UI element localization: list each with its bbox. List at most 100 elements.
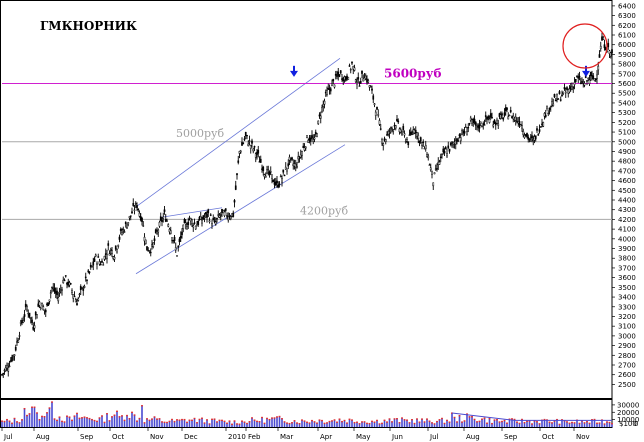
volume-cap [261,416,263,419]
volume-cap [61,420,63,423]
volume-cap [311,419,313,422]
price-tick-label: 6000 [618,41,636,49]
price-tick-label: 2900 [618,342,636,350]
candle-body [123,231,126,233]
price-tick-label: 5700 [618,70,636,78]
candle-body [227,216,230,221]
candle-body [282,169,285,173]
volume-cap [138,417,141,420]
candle-body [463,131,466,134]
candle-body [488,118,491,123]
candle-body [118,236,121,240]
price-tick-label: 5800 [618,61,636,69]
candle-body [582,81,585,84]
candle-body [29,317,32,319]
volume-cap [131,411,133,414]
volume-cap [488,417,491,420]
volume-tick-label: 30000 [617,401,639,409]
candle-body [101,260,103,263]
candle-body [88,271,91,273]
volume-cap [73,415,76,417]
candle-body [497,123,500,126]
candle-body [581,81,583,83]
candle-body [384,139,387,142]
candle-body [239,150,242,153]
candle-body [26,306,28,311]
candle-body [371,88,373,91]
price-tick-label: 6400 [618,2,636,10]
volume-cap [508,418,511,420]
price-tick-label: 2700 [618,362,636,370]
price-tick-label: 4800 [618,158,636,166]
candle-body [318,114,321,117]
candle-body [596,74,598,79]
candle-body [214,221,217,225]
volume-cap [603,423,606,425]
volume-cap [333,419,336,421]
candle-body [201,219,203,224]
volume-cap [253,419,256,421]
candle-body [236,173,238,176]
candle-body [42,306,45,311]
volume-cap [591,419,593,421]
candle-body [597,65,600,71]
candle-body [386,134,388,136]
candle-body [522,130,525,136]
candle-body [443,150,446,154]
candle-body [83,286,86,288]
volume-cap [463,420,466,422]
candle-body [467,126,470,129]
candle-body [17,339,20,343]
volume-cap [121,415,123,417]
candle-body [103,255,106,260]
price-tick-label: 6200 [618,22,636,30]
candle-body [93,258,96,262]
x-tick-label: Aug [36,433,50,441]
candle-body [223,211,226,216]
candle-body [96,262,98,265]
candle-body [61,289,63,291]
volume-cap [301,419,303,421]
candle-body [554,99,557,102]
candle-body [244,131,247,136]
price-tick-label: 4500 [618,187,636,195]
candle-body [254,153,257,158]
candle-body [544,114,547,117]
volume-cap [596,422,598,424]
price-tick-label: 3300 [618,303,636,311]
candle-body [218,215,221,218]
candle-body [358,85,361,87]
candle-body [108,253,111,256]
candle-body [301,151,303,156]
candle-body [381,139,383,144]
candle-body [73,295,76,298]
price-tick-label: 5900 [618,51,636,59]
candle-body [433,172,436,175]
candle-body [332,78,335,82]
volume-cap [381,422,383,425]
candle-body [302,145,305,148]
price-tick-label: 3700 [618,264,636,272]
volume-cap [268,418,271,421]
volume-cap [108,420,111,422]
volume-cap [433,423,436,425]
candle-body [257,149,260,154]
volume-cap [373,421,376,423]
candle-body [144,239,147,244]
candle-body [451,144,453,146]
candle-body [99,263,102,266]
candle-body [401,133,403,135]
candle-body [446,153,448,157]
candle-body [243,138,246,141]
candle-body [304,146,307,149]
volume-cap [511,418,513,420]
candle-body [479,121,482,124]
volume-cap [81,417,83,419]
candle-body [14,346,17,351]
price-tick-label: 6100 [618,32,636,40]
candle-body [442,148,445,153]
candle-body [537,134,540,136]
candle-body [208,220,211,223]
price-tick-label: 4900 [618,148,636,156]
candle-body [552,103,555,107]
